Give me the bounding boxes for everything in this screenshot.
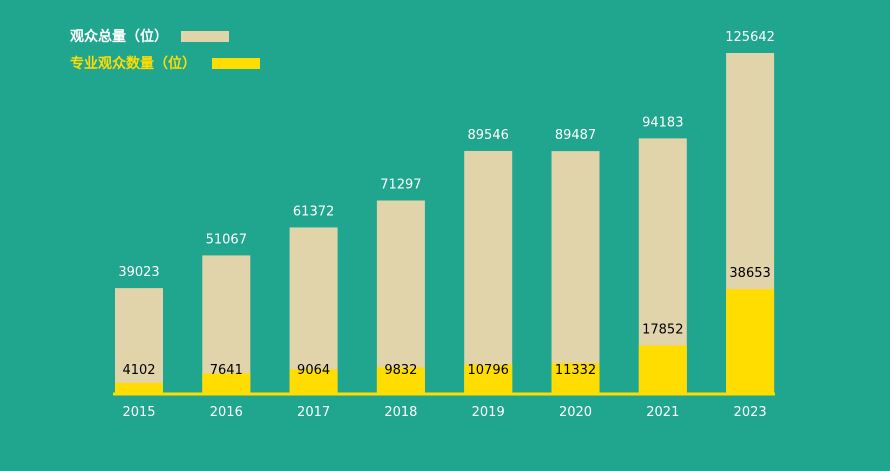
data-label-total-2019: 89546 [468,128,509,143]
data-label-professional-2015: 4102 [122,363,155,378]
bar-professional-2023 [726,289,775,394]
data-label-total-2016: 51067 [206,232,247,247]
legend-label-total: 观众总量（位） [70,28,168,45]
bar-professional-2015 [115,382,163,394]
bar-total-2015 [115,288,163,394]
data-label-total-2018: 71297 [380,177,421,192]
x-tick-2017: 2017 [297,405,330,420]
x-tick-2021: 2021 [646,405,679,420]
x-tick-2018: 2018 [384,405,417,420]
legend-swatch-professional [212,58,260,69]
data-label-total-2020: 89487 [555,128,596,143]
chart-legend: 观众总量（位） 专业观众数量（位） [70,28,260,72]
bar-professional-2021 [638,345,687,394]
bar-professional-2016 [202,373,251,394]
x-tick-2023: 2023 [734,405,767,420]
bar-professional-2020 [551,363,600,394]
data-label-total-2017: 61372 [293,204,334,219]
bar-total-2017 [289,227,338,394]
bar-professional-2017 [289,369,338,394]
bar-professional-2019 [464,364,513,394]
bar-professional-2018 [376,367,425,394]
data-label-professional-2017: 9064 [297,363,330,378]
data-label-total-2021: 94183 [642,115,683,130]
bar-total-2016 [202,255,251,394]
x-axis-ticks: 2015 2016 2017 2018 2019 2020 2021 2023 [122,405,766,420]
bar-total-2019 [464,150,513,394]
data-label-professional-2020: 11332 [555,363,596,378]
x-tick-2020: 2020 [559,405,592,420]
bar-total-2020 [551,151,600,394]
x-tick-2016: 2016 [210,405,243,420]
data-label-total-2015: 39023 [118,265,159,280]
data-label-professional-2016: 7641 [210,363,243,378]
data-label-professional-2021: 17852 [642,323,683,338]
data-label-professional-2018: 9832 [384,363,417,378]
x-tick-2015: 2015 [122,405,155,420]
legend-label-professional: 专业观众数量（位） [70,55,196,72]
data-label-total-2023: 125642 [725,30,775,45]
x-tick-2019: 2019 [472,405,505,420]
data-label-professional-2023: 38653 [729,266,770,281]
bars-layer: 39023 4102 51067 7641 61372 9064 71297 9832 8954… [115,30,775,394]
legend-swatch-total [181,31,229,42]
bar-total-2018 [376,200,425,394]
data-label-professional-2019: 10796 [468,363,509,378]
